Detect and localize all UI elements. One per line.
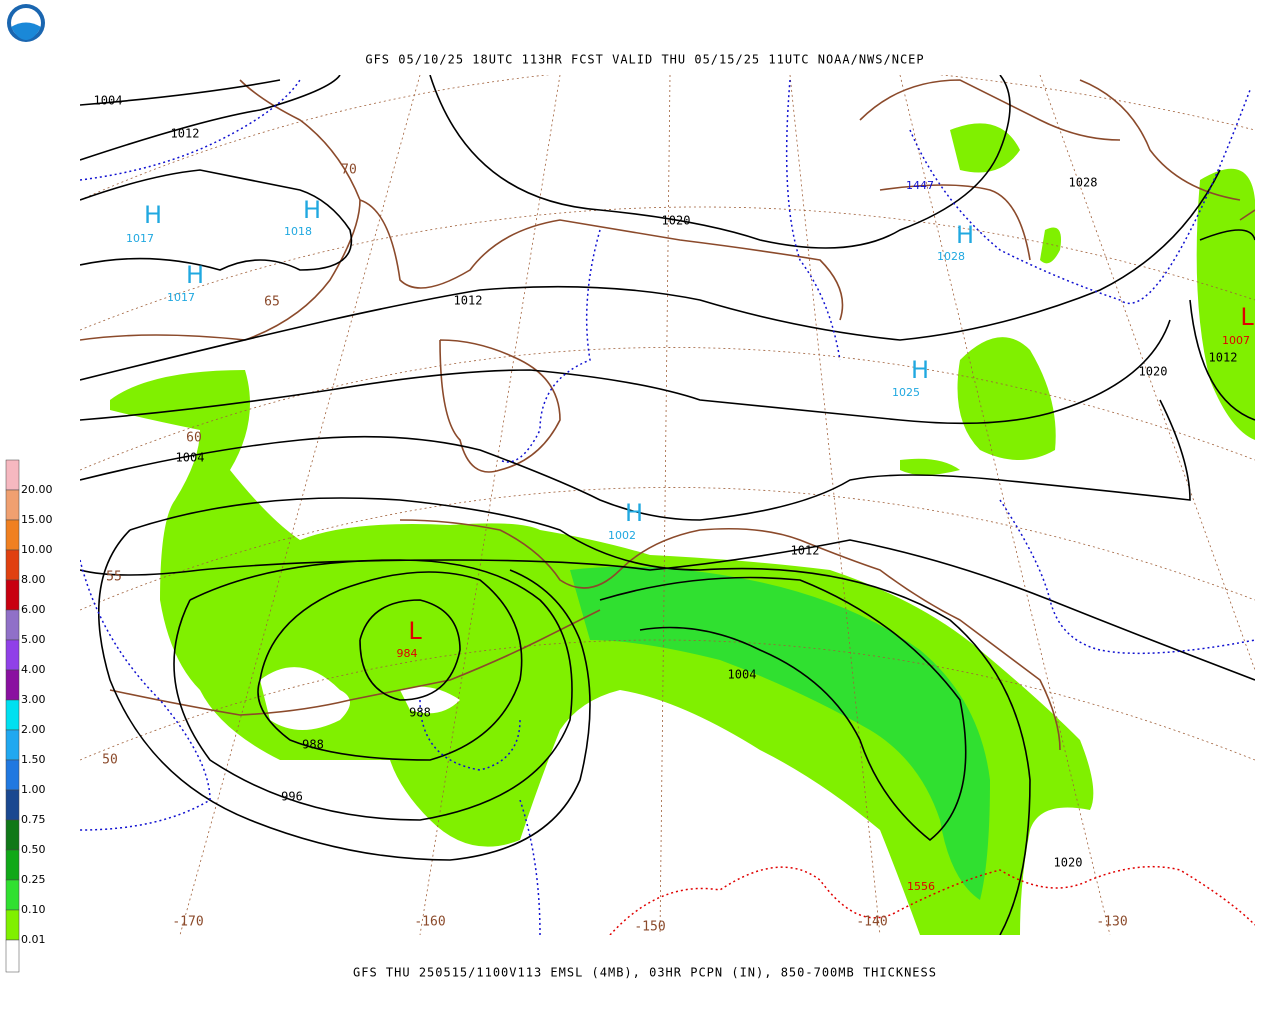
latitude-label: 60	[186, 431, 202, 446]
isobar-label: 1020	[1054, 856, 1083, 870]
legend-label: 0.25	[21, 873, 46, 886]
legend-swatch	[5, 699, 20, 731]
legend-label: 6.00	[21, 603, 46, 616]
isobar-label: 1012	[1209, 351, 1238, 365]
latitude-label: 70	[341, 163, 357, 178]
thickness-label: 1447	[906, 179, 934, 192]
legend-label: 5.00	[21, 633, 46, 646]
graticule	[80, 75, 1255, 935]
isobar-label: 988	[302, 738, 324, 752]
legend-label: 4.00	[21, 663, 46, 676]
isobar-label: 1004	[728, 668, 757, 682]
high-value: 1028	[937, 250, 965, 263]
isobar-label: 1028	[1069, 176, 1098, 190]
high-symbol: H	[625, 499, 643, 527]
map-area: 1004 1012 1020 1012 1004 1012 1004 988 9…	[80, 75, 1255, 935]
low-value: 984	[397, 647, 418, 660]
high-symbol: H	[186, 261, 204, 289]
legend-label: 2.00	[21, 723, 46, 736]
legend-label: 0.01	[21, 933, 46, 946]
coastline	[80, 79, 1255, 751]
isobar-label: 1012	[171, 127, 200, 141]
thickness-label: 1556	[907, 880, 935, 893]
isobar-label: 1020	[662, 214, 691, 228]
legend-label: 8.00	[21, 573, 46, 586]
longitude-label: -130	[1096, 915, 1127, 930]
longitude-label: -160	[414, 915, 445, 930]
longitude-label: -150	[634, 920, 665, 935]
isobar-label: 1012	[791, 544, 820, 558]
legend-swatch	[5, 519, 20, 551]
legend-label: 15.00	[21, 513, 53, 526]
legend-swatch	[5, 729, 20, 761]
legend-swatch	[5, 489, 20, 521]
legend-swatch	[5, 849, 20, 881]
isobar-label: 996	[281, 790, 303, 804]
legend-swatch	[5, 579, 20, 611]
low-value: 1007	[1222, 334, 1250, 347]
latitude-label: 55	[106, 570, 122, 585]
high-value: 1017	[167, 291, 195, 304]
legend-label: 0.75	[21, 813, 46, 826]
isobar-label: 1020	[1139, 365, 1168, 379]
noaa-logo	[7, 4, 45, 42]
high-value: 1025	[892, 386, 920, 399]
high-symbol: H	[911, 356, 929, 384]
legend-swatch	[5, 669, 20, 701]
precipitation	[110, 123, 1255, 935]
latitude-label: 50	[102, 753, 118, 768]
isobar-label: 1012	[454, 294, 483, 308]
low-symbol: L	[408, 617, 422, 645]
legend-swatch	[5, 939, 20, 973]
low-symbol: L	[1240, 303, 1254, 331]
high-value: 1018	[284, 225, 312, 238]
high-symbol: H	[956, 221, 974, 249]
legend-swatch	[5, 819, 20, 851]
legend-label: 20.00	[21, 483, 53, 496]
isobars	[80, 75, 1255, 935]
legend-swatch	[5, 759, 20, 791]
high-symbol: H	[303, 196, 321, 224]
legend-swatch	[5, 609, 20, 641]
high-value: 1017	[126, 232, 154, 245]
legend-label: 0.50	[21, 843, 46, 856]
latitude-label: 65	[264, 295, 280, 310]
high-value: 1002	[608, 529, 636, 542]
legend-label: 0.10	[21, 903, 46, 916]
map-caption: GFS THU 250515/1100V113 EMSL (4MB), 03HR…	[353, 966, 937, 980]
precip-legend: 20.00 15.00 10.00 8.00 6.00 5.00 4.00 3.00 2.00 1…	[5, 459, 53, 973]
isobar-label: 1004	[94, 94, 123, 108]
isobar-label: 1004	[176, 451, 205, 465]
legend-swatch	[5, 549, 20, 581]
legend-label: 1.00	[21, 783, 46, 796]
map-title: GFS 05/10/25 18UTC 113HR FCST VALID THU …	[365, 53, 924, 67]
legend-label: 3.00	[21, 693, 46, 706]
thickness-lines	[80, 79, 1255, 935]
legend-swatch	[5, 459, 20, 491]
legend-swatch	[5, 909, 20, 941]
legend-swatch	[5, 789, 20, 821]
legend-label: 10.00	[21, 543, 53, 556]
legend-swatch	[5, 879, 20, 911]
high-symbol: H	[144, 201, 162, 229]
isobar-label: 988	[409, 706, 431, 720]
legend-swatch	[5, 639, 20, 671]
longitude-label: -170	[172, 915, 203, 930]
longitude-label: -140	[856, 915, 887, 930]
legend-label: 1.50	[21, 753, 46, 766]
